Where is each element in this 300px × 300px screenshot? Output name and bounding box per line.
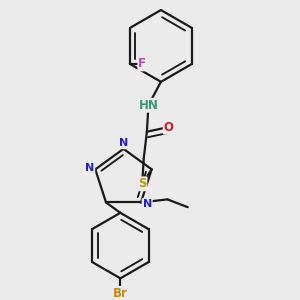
Text: HN: HN	[139, 99, 158, 112]
Text: N: N	[85, 163, 94, 173]
Text: S: S	[138, 177, 146, 190]
Text: F: F	[138, 57, 146, 70]
Text: Br: Br	[113, 287, 128, 300]
Text: O: O	[164, 121, 174, 134]
Text: N: N	[119, 138, 129, 148]
Text: N: N	[142, 199, 152, 209]
